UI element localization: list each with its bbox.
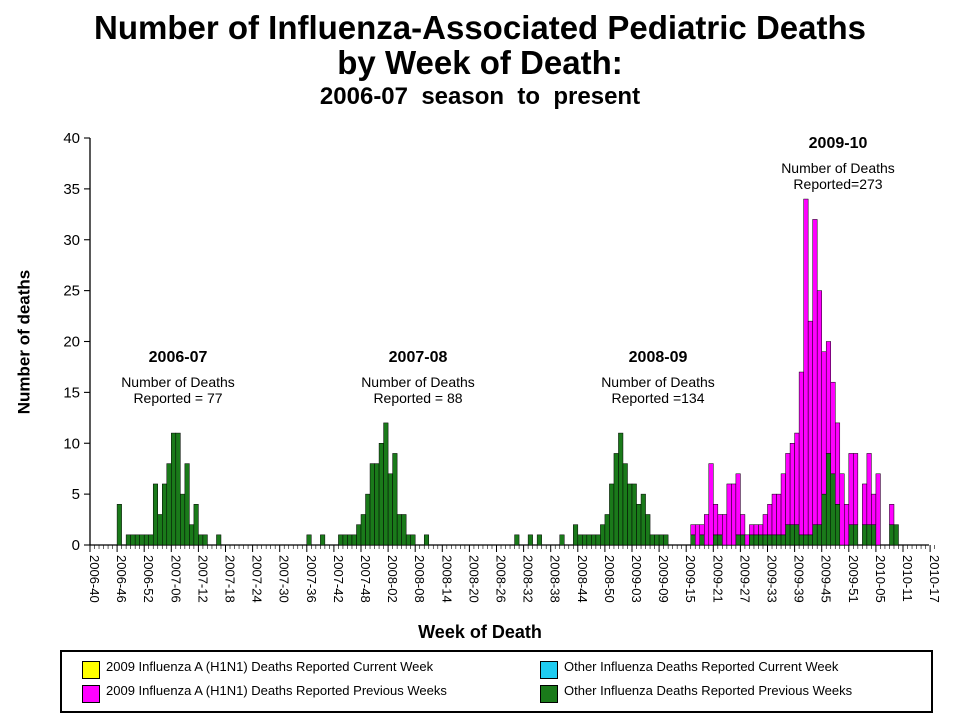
svg-text:40: 40 xyxy=(63,130,80,147)
svg-text:2009-03: 2009-03 xyxy=(629,555,644,603)
svg-text:15: 15 xyxy=(63,384,80,401)
svg-text:30: 30 xyxy=(63,232,80,249)
svg-text:2006-52: 2006-52 xyxy=(141,555,156,603)
svg-text:2007-12: 2007-12 xyxy=(195,555,210,603)
svg-text:10: 10 xyxy=(63,435,80,452)
svg-text:2007-18: 2007-18 xyxy=(223,555,238,603)
svg-text:2009-15: 2009-15 xyxy=(683,555,698,603)
svg-text:2007-24: 2007-24 xyxy=(250,555,265,603)
svg-text:2009-27: 2009-27 xyxy=(737,555,752,603)
svg-text:2009-21: 2009-21 xyxy=(710,555,725,603)
svg-text:2008-02: 2008-02 xyxy=(385,555,400,603)
svg-text:2008-44: 2008-44 xyxy=(575,555,590,603)
svg-text:2007-48: 2007-48 xyxy=(358,555,373,603)
svg-text:25: 25 xyxy=(63,283,80,300)
svg-text:2007-30: 2007-30 xyxy=(277,555,292,603)
svg-text:2009-39: 2009-39 xyxy=(792,555,807,603)
svg-text:0: 0 xyxy=(72,537,80,554)
svg-text:2010-05: 2010-05 xyxy=(873,555,888,603)
svg-text:20: 20 xyxy=(63,334,80,351)
svg-text:2008-26: 2008-26 xyxy=(494,555,509,603)
svg-text:2007-36: 2007-36 xyxy=(304,555,319,603)
svg-text:2009-09: 2009-09 xyxy=(656,555,671,603)
svg-text:2008-50: 2008-50 xyxy=(602,555,617,603)
svg-text:2008-08: 2008-08 xyxy=(412,555,427,603)
svg-text:5: 5 xyxy=(72,486,80,503)
svg-text:2007-42: 2007-42 xyxy=(331,555,346,603)
svg-text:2009-33: 2009-33 xyxy=(765,555,780,603)
svg-text:2010-11: 2010-11 xyxy=(900,555,915,602)
svg-text:2008-32: 2008-32 xyxy=(521,555,536,603)
svg-text:2006-40: 2006-40 xyxy=(87,555,102,603)
svg-text:2008-14: 2008-14 xyxy=(439,555,454,603)
svg-text:2007-06: 2007-06 xyxy=(168,555,183,603)
svg-text:2009-45: 2009-45 xyxy=(819,555,834,603)
svg-text:2010-17: 2010-17 xyxy=(927,555,942,603)
svg-text:2006-46: 2006-46 xyxy=(114,555,129,603)
svg-text:2008-38: 2008-38 xyxy=(548,555,563,603)
svg-text:2008-20: 2008-20 xyxy=(466,555,481,603)
svg-text:2009-51: 2009-51 xyxy=(846,555,861,603)
svg-text:35: 35 xyxy=(63,181,80,198)
